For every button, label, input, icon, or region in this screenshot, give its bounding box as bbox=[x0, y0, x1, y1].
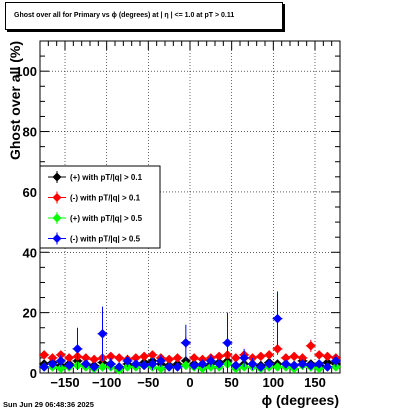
data-point bbox=[297, 359, 308, 369]
y-tick-label: 80 bbox=[23, 125, 37, 140]
y-axis-title: Ghost over all (%) bbox=[7, 41, 23, 160]
y-tick-label: 40 bbox=[23, 245, 37, 260]
legend-label: (-) with pT/|q| > 0.5 bbox=[70, 235, 141, 244]
data-point bbox=[39, 362, 50, 372]
data-point bbox=[314, 359, 325, 369]
x-tick-label: 100 bbox=[262, 375, 284, 390]
data-point bbox=[289, 360, 300, 371]
data-point bbox=[55, 363, 66, 374]
data-point bbox=[255, 362, 266, 372]
axes: −150 −100 −50 0 50 100 150 0 20 40 60 80 100 bbox=[15, 41, 340, 390]
data-point bbox=[305, 340, 316, 351]
data-point bbox=[139, 360, 150, 371]
data-point bbox=[264, 359, 275, 369]
data-point bbox=[164, 362, 175, 372]
x-tick-label: −100 bbox=[92, 375, 121, 390]
data-point bbox=[172, 362, 183, 372]
data-point bbox=[322, 351, 333, 362]
data-point bbox=[239, 353, 250, 363]
series-3 bbox=[39, 291, 341, 373]
y-tick-label: 100 bbox=[15, 64, 37, 79]
data-point bbox=[197, 359, 208, 369]
timestamp: Sun Jun 29 06:48:36 2025 bbox=[3, 400, 94, 409]
y-tick-label: 0 bbox=[30, 366, 37, 381]
legend-marker bbox=[52, 172, 62, 182]
data-point bbox=[189, 360, 200, 371]
data-series bbox=[39, 291, 341, 375]
data-point bbox=[155, 363, 166, 374]
x-tick-label: 0 bbox=[186, 375, 193, 390]
legend: (+) with pT/|q| > 0.1 (-) with pT/|q| > 0… bbox=[39, 165, 161, 249]
data-point bbox=[247, 359, 258, 369]
data-point bbox=[272, 313, 283, 324]
x-tick-label: −50 bbox=[137, 375, 159, 390]
legend-label: (-) with pT/|q| > 0.1 bbox=[70, 194, 141, 203]
legend-marker bbox=[52, 193, 62, 202]
data-point bbox=[97, 362, 108, 372]
data-point bbox=[322, 362, 333, 372]
x-axis-title: ϕ (degrees) bbox=[262, 392, 339, 408]
data-point bbox=[122, 356, 133, 366]
data-point bbox=[280, 359, 291, 369]
data-point bbox=[147, 359, 158, 369]
legend-marker bbox=[52, 234, 62, 243]
data-point bbox=[89, 362, 100, 372]
data-point bbox=[205, 356, 216, 366]
legend-box bbox=[39, 165, 161, 249]
data-point bbox=[130, 359, 141, 369]
data-point bbox=[114, 362, 125, 372]
y-tick-label: 20 bbox=[23, 306, 37, 321]
data-point bbox=[272, 344, 283, 354]
legend-label: (+) with pT/|q| > 0.5 bbox=[70, 214, 143, 223]
chart-title-box: Ghost over all for Primary vs ϕ (degrees… bbox=[5, 2, 283, 30]
legend-label: (+) with pT/|q| > 0.1 bbox=[70, 173, 143, 182]
data-point bbox=[64, 360, 75, 371]
data-point bbox=[72, 344, 83, 354]
x-tick-label: −150 bbox=[50, 375, 79, 390]
data-point bbox=[180, 337, 191, 348]
data-point bbox=[47, 359, 58, 369]
x-tick-label: 50 bbox=[224, 375, 238, 390]
data-point bbox=[330, 356, 341, 366]
grid-lines bbox=[40, 41, 340, 374]
data-point bbox=[230, 360, 241, 371]
x-tick-label: 150 bbox=[304, 375, 326, 390]
data-point bbox=[105, 359, 116, 369]
data-point bbox=[222, 337, 233, 348]
data-point bbox=[305, 360, 316, 371]
data-point bbox=[39, 350, 50, 360]
data-point bbox=[214, 359, 225, 369]
data-point bbox=[255, 351, 266, 362]
y-tick-label: 60 bbox=[23, 185, 37, 200]
data-point bbox=[180, 360, 191, 371]
data-point bbox=[155, 356, 166, 366]
legend-marker bbox=[52, 213, 62, 223]
data-point bbox=[272, 362, 283, 372]
data-point bbox=[80, 359, 91, 369]
data-point bbox=[55, 356, 66, 366]
chart-title: Ghost over all for Primary vs ϕ (degrees… bbox=[14, 12, 235, 19]
data-point bbox=[97, 328, 108, 339]
